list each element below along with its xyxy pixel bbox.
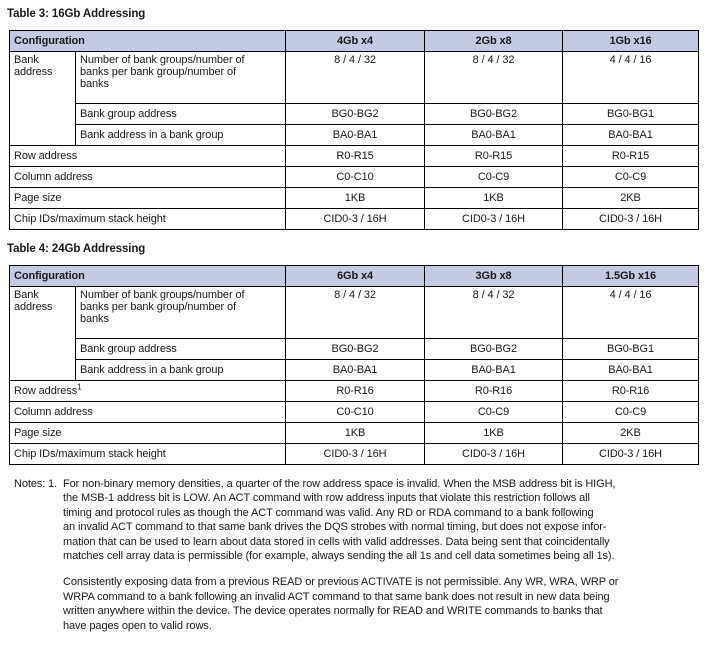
row-label-sup: 1 (77, 382, 82, 392)
table4-bank-address-label: Bank address (9, 286, 76, 381)
table4-col-header-6gbx4: 6Gb x4 (285, 265, 426, 287)
cell-value: CID0-3 / 16H (424, 208, 564, 230)
cell-value: CID0-3 / 16H (562, 443, 700, 465)
cell-value: CID0-3 / 16H (285, 443, 426, 465)
notes-label: Notes: (14, 478, 46, 490)
cell-value: 8 / 4 / 32 (424, 286, 564, 339)
cell-value: BA0-BA1 (562, 124, 700, 146)
note-paragraph-1: For non-binary memory densities, a quart… (63, 478, 616, 563)
note-number: 1. (48, 478, 57, 490)
row-label: Bank group address (74, 103, 287, 125)
cell-value: R0-R15 (424, 145, 564, 167)
row-label: Row address1 (8, 380, 287, 402)
table4-header-row: Configuration 6Gb x4 3Gb x8 1.5Gb x16 (8, 265, 700, 287)
table4-config-header: Configuration (8, 265, 287, 287)
row-label: Column address (8, 401, 287, 423)
table3-col-header-2gbx8: 2Gb x8 (424, 30, 564, 52)
table4-col-header-1-5gbx16: 1.5Gb x16 (562, 265, 700, 287)
row-label: Row address (8, 145, 287, 167)
table4-column-address-row: Column address C0-C10 C0-C9 C0-C9 (8, 401, 700, 423)
cell-value: BA0-BA1 (424, 124, 564, 146)
table3-column-address-row: Column address C0-C10 C0-C9 C0-C9 (8, 166, 700, 188)
row-label-text: Row address (14, 150, 78, 162)
table4-col-header-3gbx8: 3Gb x8 (424, 265, 564, 287)
cell-value: C0-C9 (424, 166, 564, 188)
note-body: For non-binary memory densities, a quart… (63, 477, 700, 633)
cell-value: 8 / 4 / 32 (424, 51, 564, 104)
row-label: Number of bank groups/number of banks pe… (74, 286, 287, 339)
cell-value: 8 / 4 / 32 (285, 286, 426, 339)
cell-value: BA0-BA1 (285, 359, 426, 381)
row-label: Page size (8, 422, 287, 444)
cell-value: BG0-BG1 (562, 103, 700, 125)
cell-value: 2KB (562, 187, 700, 209)
table3-bank-address-label: Bank address (9, 51, 76, 146)
cell-value: C0-C9 (424, 401, 564, 423)
table4-bank-group-address-row: Bank group address BG0-BG2 BG0-BG2 BG0-B… (10, 338, 700, 360)
table3-config-header: Configuration (8, 30, 287, 52)
cell-value: BG0-BG2 (424, 103, 564, 125)
row-label-text: Row address (14, 385, 78, 397)
cell-value: BA0-BA1 (424, 359, 564, 381)
cell-value: 4 / 4 / 16 (562, 51, 700, 104)
cell-value: R0-R16 (562, 380, 700, 402)
table3-title: Table 3: 16Gb Addressing (7, 8, 146, 20)
cell-value: BG0-BG2 (285, 338, 426, 360)
cell-value: CID0-3 / 16H (424, 443, 564, 465)
cell-value: R0-R16 (424, 380, 564, 402)
table4-chip-ids-row: Chip IDs/maximum stack height CID0-3 / 1… (8, 443, 700, 465)
note-paragraph-2: Consistently exposing data from a previo… (63, 576, 619, 632)
cell-value: 1KB (285, 422, 426, 444)
cell-value: 4 / 4 / 16 (562, 286, 700, 339)
row-label: Bank address in a bank group (74, 124, 287, 146)
table4-24gb-addressing: Configuration 6Gb x4 3Gb x8 1.5Gb x16 Ba… (8, 265, 700, 465)
cell-value: BA0-BA1 (285, 124, 426, 146)
row-label: Number of bank groups/number of banks pe… (74, 51, 287, 104)
cell-value: 8 / 4 / 32 (285, 51, 426, 104)
cell-value: BG0-BG2 (424, 338, 564, 360)
cell-value: 1KB (285, 187, 426, 209)
cell-value: 1KB (424, 187, 564, 209)
cell-value: R0-R15 (285, 145, 426, 167)
row-label: Chip IDs/maximum stack height (8, 208, 287, 230)
cell-value: BG0-BG1 (562, 338, 700, 360)
cell-value: C0-C10 (285, 166, 426, 188)
table3-page-size-row: Page size 1KB 1KB 2KB (8, 187, 700, 209)
cell-value: C0-C9 (562, 401, 700, 423)
table3-16gb-addressing: Configuration 4Gb x4 2Gb x8 1Gb x16 Bank… (8, 30, 700, 230)
table4-title: Table 4: 24Gb Addressing (7, 243, 146, 255)
table3-chip-ids-row: Chip IDs/maximum stack height CID0-3 / 1… (8, 208, 700, 230)
document-page: Table 3: 16Gb Addressing Configuration 4… (0, 8, 709, 633)
row-label: Bank group address (74, 338, 287, 360)
table3-col-header-1gbx16: 1Gb x16 (562, 30, 700, 52)
table4-bank-address-in-group-row: Bank address in a bank group BA0-BA1 BA0… (10, 359, 700, 381)
table3-bank-groups-row: Bank address Number of bank groups/numbe… (9, 51, 700, 146)
notes-section: Notes: 1. For non-binary memory densitie… (14, 477, 709, 633)
cell-value: R0-R16 (285, 380, 426, 402)
cell-value: CID0-3 / 16H (285, 208, 426, 230)
table4-row-address-row: Row address1 R0-R16 R0-R16 R0-R16 (8, 380, 700, 402)
table4-page-size-row: Page size 1KB 1KB 2KB (8, 422, 700, 444)
cell-value: C0-C10 (285, 401, 426, 423)
table3-bank-address-in-group-row: Bank address in a bank group BA0-BA1 BA0… (10, 124, 700, 146)
cell-value: BG0-BG2 (285, 103, 426, 125)
row-label: Chip IDs/maximum stack height (8, 443, 287, 465)
table3-row-address-row: Row address R0-R15 R0-R15 R0-R15 (8, 145, 700, 167)
table3-bank-group-address-row: Bank group address BG0-BG2 BG0-BG2 BG0-B… (10, 103, 700, 125)
row-label: Page size (8, 187, 287, 209)
cell-value: 1KB (424, 422, 564, 444)
cell-value: 2KB (562, 422, 700, 444)
cell-value: BA0-BA1 (562, 359, 700, 381)
row-label: Column address (8, 166, 287, 188)
table4-bank-groups-row: Bank address Number of bank groups/numbe… (9, 286, 700, 381)
row-label: Bank address in a bank group (74, 359, 287, 381)
cell-value: R0-R15 (562, 145, 700, 167)
cell-value: CID0-3 / 16H (562, 208, 700, 230)
table3-header-row: Configuration 4Gb x4 2Gb x8 1Gb x16 (8, 30, 700, 52)
cell-value: C0-C9 (562, 166, 700, 188)
table3-col-header-4gbx4: 4Gb x4 (285, 30, 426, 52)
